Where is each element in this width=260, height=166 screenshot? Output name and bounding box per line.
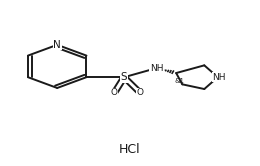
Text: &1: &1 — [174, 78, 184, 83]
Text: N: N — [53, 40, 61, 50]
Text: O: O — [111, 88, 118, 97]
Text: S: S — [121, 72, 127, 82]
Text: NH: NH — [212, 73, 226, 82]
Text: NH: NH — [150, 64, 164, 73]
Text: HCl: HCl — [119, 143, 141, 156]
Text: O: O — [137, 88, 144, 97]
